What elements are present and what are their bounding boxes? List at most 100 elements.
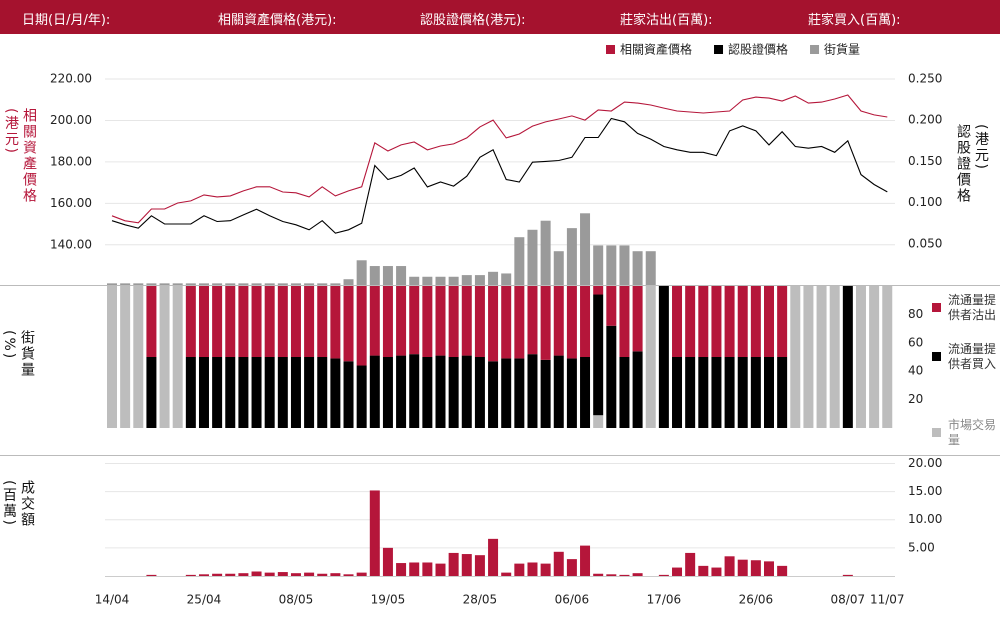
- outstanding-bar: [251, 283, 262, 285]
- stacked-bar: [422, 357, 433, 428]
- stacked-bar: [461, 355, 472, 428]
- legend-swatch: [810, 45, 820, 54]
- stacked-bar: [369, 355, 380, 428]
- stacked-bar: [711, 286, 722, 357]
- stacked-bar: [514, 286, 525, 359]
- bar: [711, 567, 722, 576]
- x-tick-label: 08/07: [831, 593, 866, 607]
- outstanding-bar: [290, 283, 301, 285]
- outstanding-bar: [369, 266, 380, 285]
- stacked-bar: [133, 286, 144, 428]
- outstanding-bar: [540, 220, 551, 285]
- outstanding-bar: [422, 276, 433, 285]
- y-tick-label: 200.00: [50, 113, 92, 127]
- stacked-bar: [461, 286, 472, 356]
- stacked-bar: [514, 358, 525, 428]
- stacked-bar: [396, 355, 407, 428]
- legend-label: 認股證價格: [728, 42, 788, 57]
- stacked-bar: [409, 354, 420, 428]
- stacked-bar: [474, 357, 485, 428]
- x-tick-label: 17/06: [647, 593, 682, 607]
- stacked-bar: [816, 286, 827, 428]
- y-tick-label: 180.00: [50, 154, 92, 168]
- bar: [580, 545, 591, 576]
- stacked-bar: [855, 286, 866, 428]
- y-tick-label: 5.00: [908, 540, 935, 554]
- outstanding-bar: [212, 283, 223, 285]
- bar: [593, 573, 604, 576]
- bar: [474, 555, 485, 576]
- bar: [553, 551, 564, 576]
- bar: [382, 547, 393, 576]
- bar: [566, 559, 577, 576]
- stacked-bar: [685, 357, 696, 428]
- stacked-bar: [764, 286, 774, 357]
- outstanding-bar: [396, 266, 407, 285]
- outstanding-bar: [133, 283, 144, 285]
- stacked-bar: [540, 286, 551, 360]
- outstanding-bar: [645, 251, 656, 285]
- y-tick-label: 0.050: [908, 236, 942, 250]
- bar: [619, 574, 630, 576]
- stacked-bar: [619, 286, 630, 357]
- stacked-bar: [356, 286, 367, 366]
- stacked-bar: [685, 286, 696, 357]
- stacked-bar: [146, 357, 157, 428]
- outstanding-bar: [566, 228, 577, 285]
- stacked-bar: [501, 286, 512, 359]
- stacked-bar: [790, 286, 801, 428]
- stacked-bar: [527, 354, 538, 428]
- bar: [658, 574, 669, 576]
- bar: [212, 573, 223, 576]
- outstanding-bar: [159, 283, 170, 285]
- stacked-bar: [120, 286, 131, 428]
- outstanding-bar: [382, 266, 393, 285]
- stacked-bar: [448, 357, 459, 428]
- bar: [146, 574, 157, 576]
- outstanding-bar: [172, 283, 183, 285]
- stacked-bar: [829, 286, 840, 428]
- y-tick-label: 10.00: [908, 512, 942, 526]
- bar: [514, 563, 525, 576]
- outstanding-bar: [356, 260, 367, 285]
- bar: [540, 563, 551, 576]
- legend-label: 街貨量: [824, 42, 860, 57]
- stacked-bar: [764, 357, 774, 428]
- stacked-bar: [277, 286, 288, 357]
- bar: [488, 538, 499, 576]
- outstanding-bar: [107, 283, 117, 285]
- stacked-bar: [737, 357, 748, 428]
- x-tick-label: 28/05: [463, 593, 498, 607]
- stacked-bar: [356, 365, 367, 428]
- stacked-bar: [212, 286, 223, 357]
- bar: [448, 552, 459, 576]
- stacked-bar: [251, 286, 262, 357]
- y-axis-label: 街貨量(%): [1, 330, 35, 378]
- stacked-bar: [580, 357, 591, 428]
- bar: [501, 572, 512, 576]
- legend-swatch: [714, 45, 724, 54]
- header-label: 日期(日/月/年):: [22, 13, 111, 28]
- outstanding-bar: [501, 273, 512, 285]
- x-tick-label: 25/04: [187, 593, 222, 607]
- stacked-bar: [330, 358, 341, 428]
- bar: [842, 574, 853, 576]
- bar: [672, 567, 683, 576]
- bar: [750, 560, 761, 576]
- stacked-bar: [711, 357, 722, 428]
- stacked-bar: [553, 286, 564, 356]
- series-line: [111, 117, 888, 234]
- outstanding-bar: [238, 283, 249, 285]
- stacked-bar: [724, 357, 735, 428]
- outstanding-bar: [474, 275, 485, 285]
- stacked-bar: [553, 355, 564, 428]
- legend-swatch: [932, 352, 941, 361]
- stacked-bar: [238, 357, 249, 428]
- stacked-bar: [396, 286, 407, 356]
- stacked-bar: [501, 358, 512, 428]
- stacked-bar: [632, 286, 643, 352]
- stacked-bar: [803, 286, 814, 428]
- legend-swatch: [932, 303, 941, 312]
- y2-axis-label: 認股證價格(港元): [955, 124, 989, 204]
